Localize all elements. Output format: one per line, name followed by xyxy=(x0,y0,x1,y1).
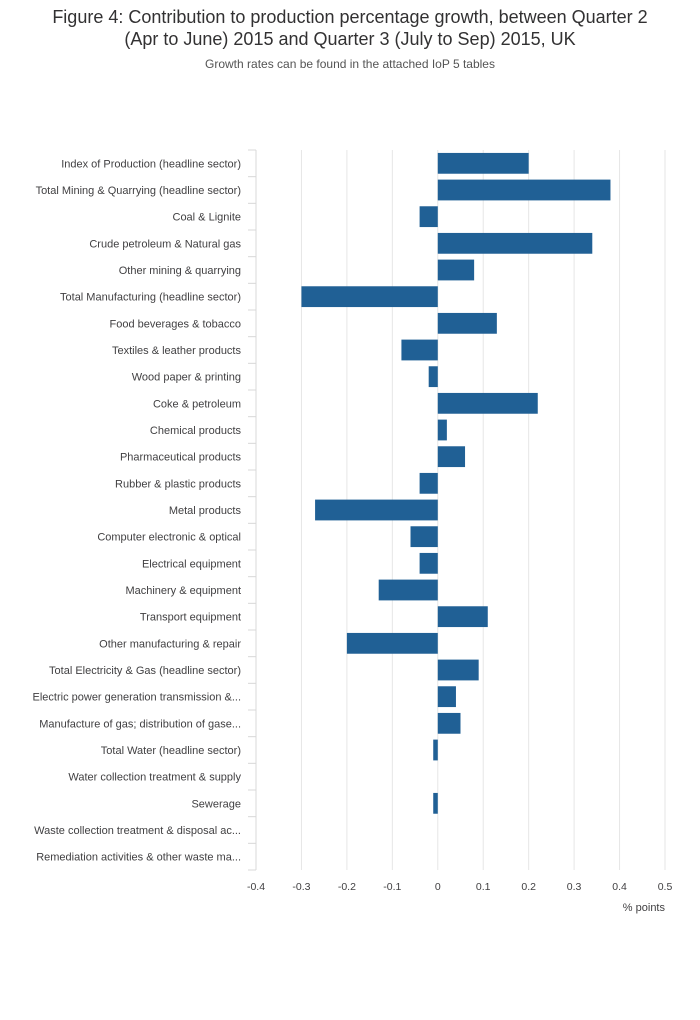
bar[interactable] xyxy=(437,606,488,628)
bar[interactable] xyxy=(301,286,438,308)
bar[interactable] xyxy=(437,232,593,254)
category-label: Machinery & equipment xyxy=(125,585,241,597)
x-tick-label: -0.4 xyxy=(247,881,265,893)
category-label: Wood paper & printing xyxy=(132,372,241,384)
bar[interactable] xyxy=(378,579,438,601)
category-label: Rubber & plastic products xyxy=(115,478,241,490)
bar[interactable] xyxy=(419,206,438,228)
category-label: Crude petroleum & Natural gas xyxy=(89,238,241,250)
x-tick-label: 0.1 xyxy=(476,881,491,893)
bar[interactable] xyxy=(419,472,438,494)
category-label: Food beverages & tobacco xyxy=(110,318,241,330)
category-label: Transport equipment xyxy=(140,612,241,624)
category-labels: Index of Production (headline sector) Tot… xyxy=(33,158,242,863)
bar[interactable] xyxy=(433,792,438,814)
bar[interactable] xyxy=(437,659,479,681)
bar[interactable] xyxy=(437,712,461,734)
chart-title: Figure 4: Contribution to production per… xyxy=(0,6,700,50)
category-label: Water collection treatment & supply xyxy=(68,772,241,784)
x-tick-label: 0 xyxy=(435,881,441,893)
x-tick-label: 0.4 xyxy=(612,881,627,893)
chart-title-line-1: Figure 4: Contribution to production per… xyxy=(52,7,648,27)
bar[interactable] xyxy=(401,339,438,361)
category-label: Electrical equipment xyxy=(142,558,241,570)
bars xyxy=(301,152,611,814)
x-tick-labels: -0.4 -0.3 -0.2 -0.1 0 0.1 0.2 0.3 0.4 0.5 xyxy=(247,881,672,893)
bar[interactable] xyxy=(437,419,447,441)
category-label: Total Mining & Quarrying (headline secto… xyxy=(36,185,241,197)
gridlines xyxy=(248,149,666,871)
bar[interactable] xyxy=(437,312,497,334)
x-tick-label: -0.2 xyxy=(338,881,356,893)
bar[interactable] xyxy=(419,552,438,574)
category-label: Chemical products xyxy=(150,425,242,437)
bar[interactable] xyxy=(346,632,438,654)
category-label: Coke & petroleum xyxy=(153,398,241,410)
x-tick-label: 0.3 xyxy=(567,881,582,893)
category-label: Metal products xyxy=(169,505,242,517)
category-label: Waste collection treatment & disposal ac… xyxy=(34,825,241,837)
category-label: Computer electronic & optical xyxy=(97,532,241,544)
category-label: Electric power generation transmission &… xyxy=(33,692,241,704)
category-label: Other mining & quarrying xyxy=(119,265,241,277)
category-label: Manufacture of gas; distribution of gase… xyxy=(39,718,241,730)
category-label: Total Water (headline sector) xyxy=(101,745,241,757)
bar[interactable] xyxy=(437,446,466,468)
bar[interactable] xyxy=(433,739,438,761)
chart-title-line-2: (Apr to June) 2015 and Quarter 3 (July t… xyxy=(124,29,576,49)
category-label: Total Electricity & Gas (headline sector… xyxy=(49,665,241,677)
x-tick-label: 0.2 xyxy=(521,881,536,893)
category-label: Total Manufacturing (headline sector) xyxy=(60,292,241,304)
chart-subtitle: Growth rates can be found in the attache… xyxy=(205,57,495,71)
category-label: Sewerage xyxy=(191,798,241,810)
bar[interactable] xyxy=(315,499,438,521)
x-tick-label: 0.5 xyxy=(658,881,673,893)
bar[interactable] xyxy=(437,392,538,414)
category-label: Coal & Lignite xyxy=(173,212,242,224)
x-axis-label: % points xyxy=(623,902,666,914)
category-label: Textiles & leather products xyxy=(112,345,242,357)
category-label: Remediation activities & other waste ma.… xyxy=(36,852,241,864)
bar[interactable] xyxy=(437,259,475,281)
bar[interactable] xyxy=(437,152,529,174)
bar[interactable] xyxy=(437,179,611,201)
bar[interactable] xyxy=(437,686,456,708)
category-label: Other manufacturing & repair xyxy=(99,638,241,650)
x-tick-label: -0.1 xyxy=(383,881,401,893)
x-tick-label: -0.3 xyxy=(292,881,310,893)
category-label: Index of Production (headline sector) xyxy=(61,158,241,170)
bar[interactable] xyxy=(428,366,438,388)
bar[interactable] xyxy=(410,526,438,548)
category-label: Pharmaceutical products xyxy=(120,452,242,464)
